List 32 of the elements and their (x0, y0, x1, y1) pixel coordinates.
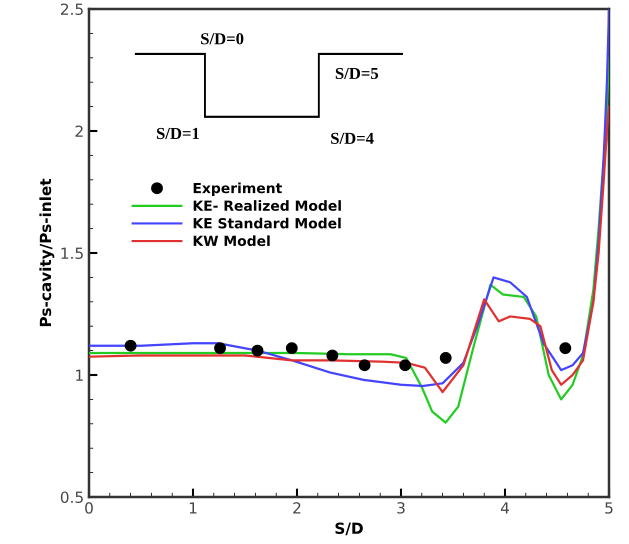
x-tick-label: 3 (397, 502, 405, 514)
y-tick-label: 2 (76, 125, 83, 137)
x-tick-label: 0 (85, 502, 93, 514)
legend-label: KE Standard Model (194, 218, 341, 229)
y-tick-label: 1.5 (62, 248, 83, 260)
line-series (89, 105, 609, 394)
x-tick-label: 2 (293, 502, 300, 514)
point (252, 344, 264, 357)
annotation: S/D=0 (201, 33, 244, 44)
x-tick-label: 4 (500, 502, 510, 514)
legend-label: Experiment (194, 182, 282, 196)
legend-label: KW Model (194, 235, 270, 246)
annotation: S/D=4 (331, 132, 374, 144)
point (358, 359, 371, 372)
point (440, 352, 452, 364)
y-tick-label: 0.5 (60, 491, 83, 504)
y-tick-label: 1 (76, 370, 83, 381)
point (286, 342, 298, 354)
x-axis-title: S/D (335, 522, 363, 536)
point (124, 340, 137, 352)
annotation: S/D=5 (336, 68, 378, 80)
x-tick-label: 1 (190, 502, 196, 514)
point (326, 350, 338, 362)
y-tick-label: 2.5 (60, 3, 83, 16)
point (559, 342, 572, 354)
annotation: S/D=1 (156, 128, 199, 140)
point (214, 342, 226, 354)
line-series (89, 56, 609, 424)
point (399, 359, 412, 372)
y-axis-title: Ps-cavity/Ps-inlet (39, 178, 54, 326)
legend-label: KE- Realized Model (194, 200, 341, 211)
x-tick-label: 5 (605, 502, 613, 514)
